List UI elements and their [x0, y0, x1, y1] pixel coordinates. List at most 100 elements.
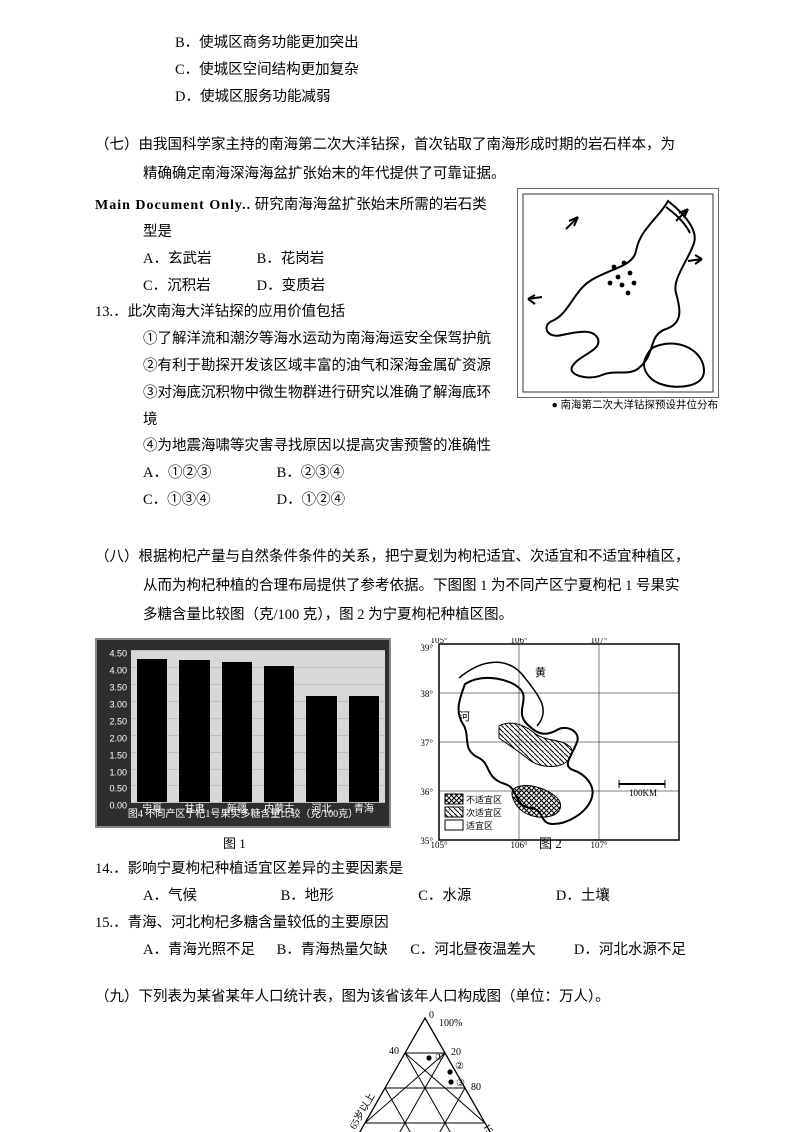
svg-text:107°: 107° — [590, 840, 608, 848]
q13-option-b: B．②③④ — [277, 460, 407, 487]
ternary-svg: 0 100% 20 80 40 ① ② ③ 15~64岁 65岁以上 — [335, 1010, 515, 1132]
gridline — [131, 769, 385, 770]
svg-text:①: ① — [435, 1052, 444, 1063]
section-8-line2: 从而为枸杞种植的合理布局提供了参考依据。下图图 1 为不同产区宁夏枸杞 1 号果… — [95, 573, 705, 600]
svg-text:40: 40 — [389, 1046, 399, 1057]
figure-row: 0.000.501.001.502.002.503.003.504.004.50… — [95, 638, 705, 856]
figure-2-label: 图 2 — [539, 832, 562, 856]
question-13-options-row2: C．①③④ D．①②④ — [95, 487, 705, 514]
q13-option-c: C．①③④ — [143, 487, 273, 514]
y-tick-label: 1.00 — [109, 764, 127, 781]
section-7-line2: 精确确定南海深海海盆扩张始末的年代提供了可靠证据。 — [95, 161, 705, 188]
q13-statement-2: ②有利于勘探开发该区域丰富的油气和深海金属矿资源 — [95, 353, 493, 380]
main-document-only-label: Main Document Only.. — [95, 198, 251, 213]
svg-text:105°: 105° — [430, 638, 448, 645]
bar-chart-yaxis: 0.000.501.001.502.002.503.003.504.004.50 — [99, 646, 129, 804]
bar-宁夏 — [137, 659, 167, 803]
question-12-options-row1: A．玄武岩 B．花岗岩 — [95, 246, 493, 273]
y-tick-label: 0.50 — [109, 781, 127, 798]
section-8-line1: （八）根据枸杞产量与自然条件条件的关系，把宁夏划为枸杞适宜、次适宜和不适宜种植区… — [95, 549, 690, 565]
q15-option-b: B．青海热量欠缺 — [277, 937, 407, 964]
figure-1-label: 图 1 — [223, 832, 246, 856]
question-12-lead: 研究南海海盆扩张始末所需的岩石类 — [255, 197, 487, 213]
y-tick-label: 4.00 — [109, 663, 127, 680]
q14-option-b: B．地形 — [281, 883, 415, 910]
question-12-lead2: 型是 — [95, 219, 493, 246]
ningxia-map-svg: 105° 106° 107° 105° 106° 107° 35° 36° 37… — [419, 638, 692, 848]
ternary-chart: 0 100% 20 80 40 ① ② ③ 15~64岁 65岁以上 — [335, 1010, 515, 1132]
q13-option-a: A．①②③ — [143, 460, 273, 487]
svg-text:③: ③ — [456, 1078, 465, 1089]
y-tick-label: 3.50 — [109, 680, 127, 697]
svg-text:100%: 100% — [439, 1018, 462, 1029]
page: B．使城区商务功能更加突出 C．使城区空间结构更加复杂 D．使城区服务功能减弱 … — [0, 0, 800, 1132]
svg-text:38°: 38° — [420, 689, 433, 699]
question-12-block: Main Document Only.. 研究南海海盆扩张始末所需的岩石类 型是… — [95, 192, 705, 514]
q12-option-d: D．变质岩 — [257, 273, 367, 300]
svg-text:37°: 37° — [420, 738, 433, 748]
svg-text:35°: 35° — [420, 836, 433, 846]
svg-text:100KM: 100KM — [629, 788, 657, 798]
gridline — [131, 752, 385, 753]
option-d-text: D．使城区服务功能减弱 — [175, 84, 705, 111]
svg-text:106°: 106° — [510, 840, 528, 848]
svg-text:106°: 106° — [510, 638, 528, 645]
q15-option-c: C．河北昼夜温差大 — [410, 937, 570, 964]
question-14-stem: 14.．影响宁夏枸杞种植适宜区差异的主要因素是 — [95, 856, 705, 883]
svg-text:黄: 黄 — [535, 665, 546, 679]
gridline — [131, 735, 385, 736]
bar-chart-plot: 宁夏甘肃新疆内蒙古河北青海 — [131, 650, 385, 802]
question-12-options-row2: C．沉积岩 D．变质岩 — [95, 273, 493, 300]
bar-甘肃 — [179, 660, 209, 802]
gridline — [131, 785, 385, 786]
q14-option-a: A．气候 — [143, 883, 277, 910]
svg-text:次适宜区: 次适宜区 — [466, 807, 502, 818]
q13-statement-1: ①了解洋流和潮汐等海水运动为南海海运安全保驾护航 — [95, 326, 493, 353]
q12-option-c: C．沉积岩 — [143, 273, 253, 300]
svg-text:107°: 107° — [590, 638, 608, 645]
section-7-heading: （七）由我国科学家主持的南海第二次大洋钻探，首次钻取了南海形成时期的岩石样本，为 — [95, 132, 705, 159]
q12-option-b: B．花岗岩 — [257, 246, 367, 273]
gridline — [131, 701, 385, 702]
q14-option-d: D．土壤 — [556, 883, 690, 910]
question-15-options: A．青海光照不足 B．青海热量欠缺 C．河北昼夜温差大 D．河北水源不足 — [95, 937, 705, 964]
svg-text:0: 0 — [429, 1010, 434, 1021]
q12-option-a: A．玄武岩 — [143, 246, 253, 273]
bar-chart-title: 图4 不同产区宁杞1号果实多糖含量比较（克/100克） — [97, 806, 389, 825]
y-tick-label: 4.50 — [109, 646, 127, 663]
question-15-stem: 15.．青海、河北枸杞多糖含量较低的主要原因 — [95, 910, 705, 937]
y-tick-label: 1.50 — [109, 747, 127, 764]
ningxia-map: 105° 106° 107° 105° 106° 107° 35° 36° 37… — [419, 638, 692, 848]
q13-option-d: D．①②④ — [277, 487, 407, 514]
bar-青海 — [349, 696, 379, 802]
gridline — [131, 718, 385, 719]
option-c-text: C．使城区空间结构更加复杂 — [175, 57, 705, 84]
gridline — [131, 667, 385, 668]
option-b-text: B．使城区商务功能更加突出 — [175, 30, 705, 57]
section-9-heading: （九）下列表为某省某年人口统计表，图为该省该年人口构成图（单位：万人）。 — [95, 984, 705, 1011]
q15-option-a: A．青海光照不足 — [95, 937, 273, 964]
scs-map-svg — [518, 189, 718, 397]
y-tick-label: 2.00 — [109, 730, 127, 747]
y-tick-label: 3.00 — [109, 697, 127, 714]
bar-内蒙古 — [264, 666, 294, 803]
question-13-options-row1: A．①②③ B．②③④ — [95, 460, 493, 487]
bar-chart: 0.000.501.001.502.002.503.003.504.004.50… — [95, 638, 391, 828]
section-8-line3: 多糖含量比较图（克/100 克），图 2 为宁夏枸杞种植区图。 — [95, 602, 705, 629]
section-8-heading: （八）根据枸杞产量与自然条件条件的关系，把宁夏划为枸杞适宜、次适宜和不适宜种植区… — [95, 544, 705, 571]
svg-text:不适宜区: 不适宜区 — [466, 794, 502, 805]
section-7-line1: （七）由我国科学家主持的南海第二次大洋钻探，首次钻取了南海形成时期的岩石样本，为 — [95, 137, 675, 153]
top-options: B．使城区商务功能更加突出 C．使城区空间结构更加复杂 D．使城区服务功能减弱 — [95, 30, 705, 110]
svg-text:20: 20 — [451, 1047, 461, 1058]
y-tick-label: 2.50 — [109, 714, 127, 731]
svg-text:36°: 36° — [420, 787, 433, 797]
q13-statement-3: ③对海底沉积物中微生物群进行研究以准确了解海底环境 — [95, 380, 493, 434]
q13-statement-4: ④为地震海啸等灾害寻找原因以提高灾害预警的准确性 — [95, 433, 493, 460]
gridline — [131, 650, 385, 651]
svg-text:65岁以上: 65岁以上 — [346, 1090, 377, 1131]
question-12-text: Main Document Only.. 研究南海海盆扩张始末所需的岩石类 型是… — [95, 192, 493, 487]
svg-text:适宜区: 适宜区 — [466, 820, 493, 831]
south-china-sea-map: ● 南海第二次大洋钻探预设井位分布 — [517, 188, 719, 398]
svg-text:80: 80 — [471, 1082, 481, 1093]
bar-新疆 — [222, 662, 252, 802]
